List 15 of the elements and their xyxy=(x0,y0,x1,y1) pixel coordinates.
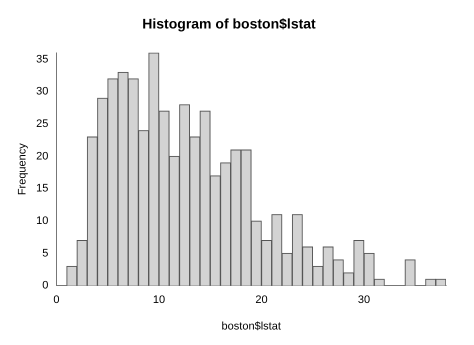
y-tick-label: 5 xyxy=(42,247,48,260)
y-tick-label: 20 xyxy=(36,150,48,162)
x-tick-label: 30 xyxy=(358,294,370,306)
y-tick-label: 25 xyxy=(36,118,48,130)
chart-title: Histogram of boston$lstat xyxy=(142,15,316,32)
x-tick-label: 20 xyxy=(255,294,268,306)
y-tick-label: 10 xyxy=(36,214,48,227)
y-tick-label: 15 xyxy=(36,182,48,195)
y-axis-title: Frequency xyxy=(16,142,29,196)
x-axis-title: boston$lstat xyxy=(222,320,281,332)
y-tick-label: 0 xyxy=(42,280,48,292)
x-tick-label: 0 xyxy=(53,294,60,306)
x-tick-label: 10 xyxy=(152,294,166,306)
y-tick-label: 30 xyxy=(36,86,48,98)
y-tick-label: 35 xyxy=(36,53,48,66)
